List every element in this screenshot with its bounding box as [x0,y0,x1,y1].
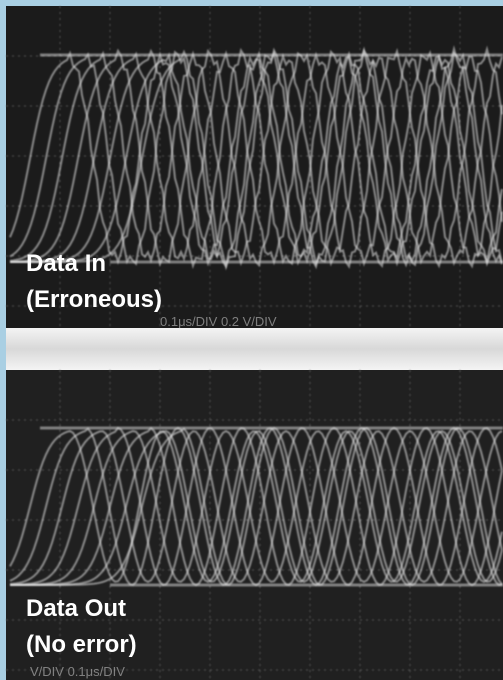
scope-readout: 0.1μs/DIV 0.2 V/DIV [160,314,277,329]
panel-label: (No error) [26,631,137,658]
scope-image: 0.1μs/DIV 0.2 V/DIV V/DIV 0.1μs/DIV Data… [0,0,503,680]
scope-readout: V/DIV 0.1μs/DIV [30,664,125,679]
panel-label: Data Out [26,595,126,622]
page: 0.1μs/DIV 0.2 V/DIV V/DIV 0.1μs/DIV Data… [0,0,503,680]
panel-label: (Erroneous) [26,286,162,313]
separator [6,328,503,370]
panel-label: Data In [26,250,106,277]
